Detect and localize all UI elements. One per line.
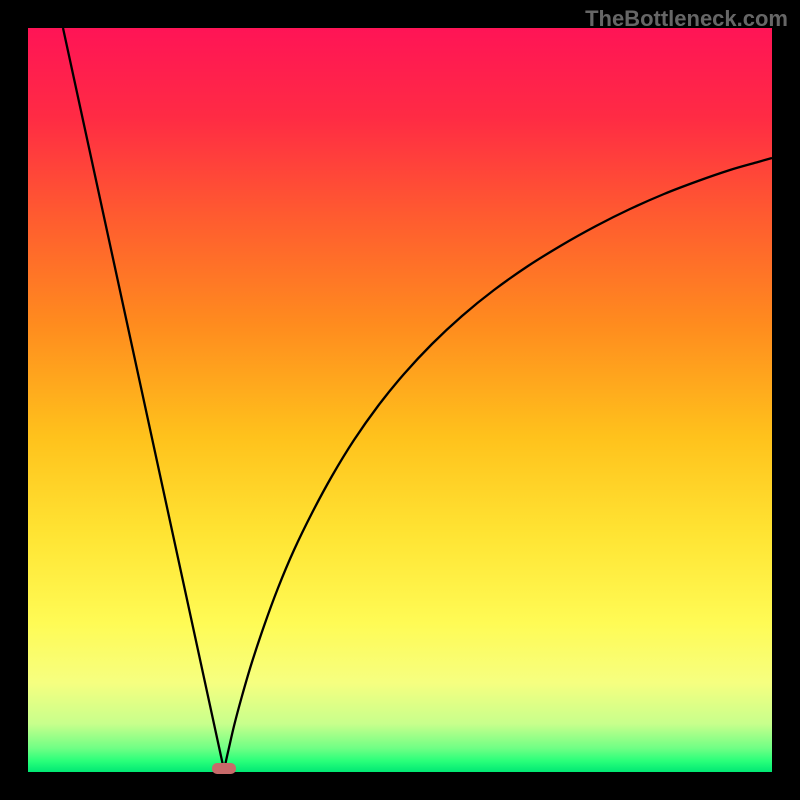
chart-plot-area [28,28,772,772]
curve-path [63,28,772,770]
minimum-marker [212,763,236,774]
bottleneck-curve [28,28,772,772]
watermark-text: TheBottleneck.com [585,6,788,32]
